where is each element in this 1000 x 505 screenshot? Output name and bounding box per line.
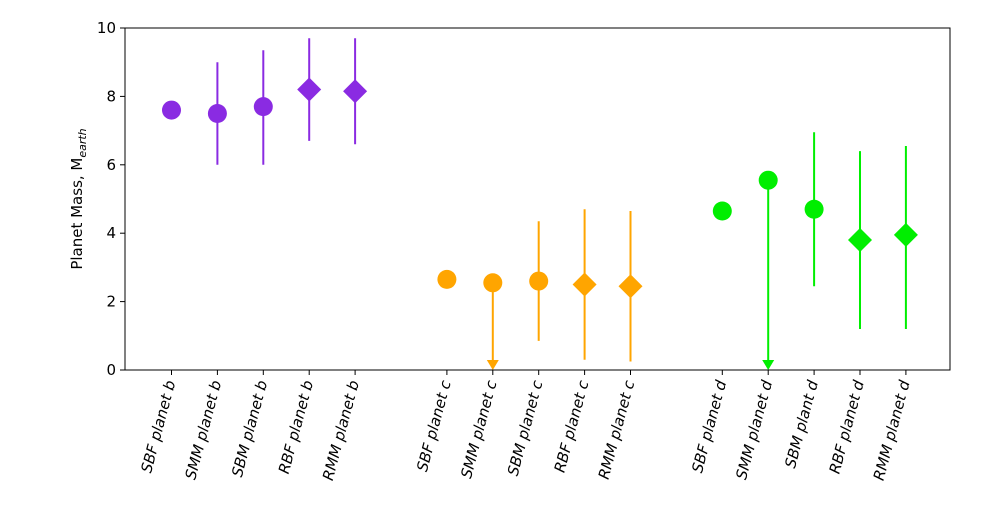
data-point-diamond	[618, 274, 643, 299]
data-point-circle	[483, 273, 503, 293]
x-tick-label: SMM planet c	[457, 378, 501, 481]
data-point-diamond	[297, 77, 322, 102]
data-point-circle	[758, 170, 778, 190]
x-tick-label: SBM plant d	[781, 378, 822, 470]
x-tick-label: RMM planet c	[595, 378, 639, 482]
x-tick-label: SBF planet b	[137, 378, 179, 474]
plot-frame	[124, 27, 951, 371]
data-point-diamond	[572, 272, 597, 297]
x-tick-label: RBF planet b	[275, 378, 317, 475]
y-tick-label: 10	[97, 19, 116, 37]
x-tick-label: SBM planet b	[228, 378, 271, 479]
y-axis-label: Planet Mass, Mearth	[68, 128, 89, 269]
data-point-diamond	[848, 228, 872, 253]
x-tick-label: SMM planet b	[181, 378, 225, 481]
y-tick-label: 0	[106, 361, 116, 379]
x-tick-label: RMM planet d	[870, 378, 914, 482]
x-tick-label: SBF planet c	[413, 378, 455, 474]
y-tick-label: 4	[106, 224, 116, 242]
y-tick-label: 8	[106, 87, 116, 105]
x-tick-label: RBF planet d	[826, 378, 868, 476]
y-tick-label: 6	[106, 156, 116, 174]
x-tick-label: SMM planet d	[732, 378, 776, 482]
data-point-diamond	[343, 79, 368, 104]
data-point-circle	[529, 271, 549, 291]
x-tick-label: SBM planet c	[504, 378, 547, 478]
data-point-circle	[207, 104, 227, 123]
x-tick-label: RBF planet c	[551, 378, 593, 475]
data-point-circle	[437, 269, 457, 289]
data-point-circle	[804, 199, 824, 219]
data-point-circle	[253, 97, 273, 117]
data-point-circle	[162, 100, 181, 120]
y-tick-label: 2	[106, 293, 116, 311]
upper-limit-arrow	[486, 360, 499, 370]
upper-limit-arrow	[762, 360, 775, 370]
x-tick-label: RMM planet b	[319, 378, 363, 482]
data-point-circle	[712, 201, 732, 221]
data-point-diamond	[893, 222, 918, 247]
x-tick-label: SBF planet d	[688, 378, 730, 475]
